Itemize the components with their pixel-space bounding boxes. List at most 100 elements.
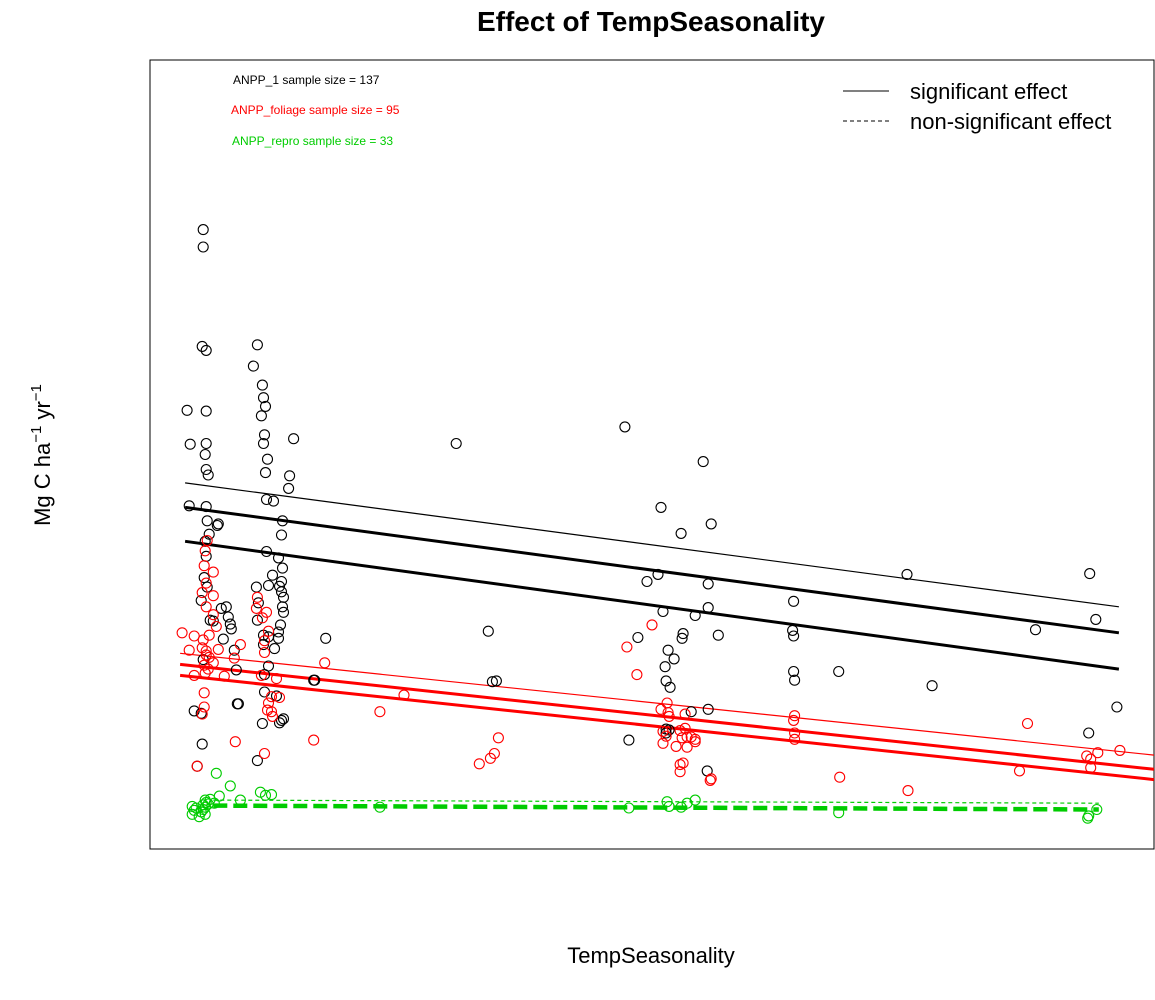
point-anpp-repro-10 — [199, 808, 211, 820]
point-anpp-foliage-75 — [789, 727, 801, 739]
point-anpp-repro-32 — [1082, 812, 1094, 824]
point-anpp-1-88 — [619, 421, 631, 433]
y-axis-label: Mg C ha−1 yr−1 — [28, 384, 55, 526]
point-anpp-repro-21 — [265, 789, 278, 801]
point-anpp-repro-22 — [374, 801, 386, 813]
point-anpp-1-39 — [256, 379, 268, 391]
point-anpp-foliage-48 — [258, 747, 271, 760]
point-anpp-1-92 — [705, 518, 717, 530]
point-anpp-1-94 — [702, 578, 714, 590]
point-anpp-foliage-6 — [207, 566, 219, 578]
point-anpp-foliage-84 — [676, 732, 688, 744]
point-anpp-1-16 — [212, 518, 224, 530]
point-anpp-foliage-3 — [201, 534, 213, 547]
point-anpp-foliage-17 — [200, 649, 212, 661]
point-anpp-foliage-49 — [308, 734, 320, 746]
point-anpp-foliage-89 — [657, 737, 669, 749]
point-anpp-1-98 — [689, 609, 701, 622]
point-anpp-1-80 — [275, 714, 288, 726]
point-anpp-1-55 — [272, 552, 285, 564]
point-anpp-1-100 — [657, 605, 669, 618]
point-anpp-1-29 — [228, 644, 240, 656]
point-anpp-1-52 — [276, 515, 289, 527]
point-anpp-foliage-43 — [273, 691, 286, 704]
y-axis-label-exp2: −1 — [28, 384, 45, 401]
point-anpp-1-40 — [257, 392, 270, 404]
point-anpp-1-7 — [200, 437, 212, 450]
point-anpp-foliage-23 — [188, 669, 200, 681]
point-anpp-1-106 — [660, 675, 672, 687]
point-anpp-1-127 — [1111, 701, 1123, 713]
data-points — [176, 224, 1126, 824]
point-anpp-1-129 — [486, 676, 498, 688]
point-anpp-1-131 — [309, 674, 321, 686]
point-anpp-foliage-56 — [492, 732, 504, 744]
point-anpp-1-13 — [201, 515, 213, 527]
fit-line-anpp-1-0 — [185, 482, 1119, 608]
point-anpp-foliage-14 — [197, 634, 209, 646]
point-anpp-foliage-87 — [677, 757, 689, 769]
point-anpp-1-37 — [251, 339, 263, 351]
y-axis-label-base: Mg C ha — [30, 442, 55, 526]
point-anpp-foliage-66 — [660, 730, 672, 742]
point-anpp-1-104 — [677, 628, 689, 640]
point-anpp-1-12 — [200, 501, 212, 513]
point-anpp-1-83 — [320, 632, 332, 644]
point-anpp-foliage-31 — [191, 760, 203, 772]
point-anpp-1-128 — [482, 625, 494, 637]
point-anpp-foliage-60 — [655, 703, 667, 715]
point-anpp-1-0 — [197, 224, 209, 236]
plot-frame — [149, 59, 1155, 850]
point-anpp-1-10 — [202, 469, 214, 481]
point-anpp-1-56 — [276, 562, 289, 574]
point-anpp-1-5 — [200, 405, 212, 417]
point-anpp-1-121 — [901, 568, 913, 580]
point-anpp-1-24 — [220, 601, 232, 613]
x-axis-label: TempSeasonality — [567, 943, 735, 968]
point-anpp-1-65 — [276, 601, 289, 613]
point-anpp-1-118 — [788, 665, 800, 678]
point-anpp-foliage-72 — [704, 774, 716, 786]
point-anpp-foliage-28 — [198, 687, 210, 699]
point-anpp-1-93 — [652, 568, 664, 580]
point-anpp-foliage-92 — [663, 710, 675, 722]
point-anpp-1-2 — [196, 340, 208, 352]
point-anpp-1-46 — [261, 453, 274, 465]
point-anpp-foliage-83 — [1114, 744, 1126, 756]
fit-line-anpp-foliage-0 — [180, 652, 1155, 756]
point-anpp-foliage-0 — [176, 627, 188, 639]
point-anpp-1-115 — [788, 595, 800, 607]
annotation-anpp-1: ANPP_1 sample size = 137 — [233, 73, 380, 87]
point-anpp-foliage-59 — [646, 619, 658, 631]
fit-line-anpp-foliage-2 — [179, 673, 1155, 782]
point-anpp-foliage-34 — [250, 602, 262, 614]
point-anpp-foliage-20 — [198, 659, 210, 671]
point-anpp-1-41 — [259, 400, 272, 412]
point-anpp-foliage-94 — [1085, 762, 1097, 774]
point-anpp-1-117 — [788, 630, 800, 642]
point-anpp-1-47 — [259, 467, 272, 479]
point-anpp-repro-26 — [675, 801, 687, 813]
point-anpp-foliage-27 — [212, 643, 224, 655]
point-anpp-foliage-16 — [200, 645, 212, 657]
fit-line-anpp-repro-1 — [213, 803, 1099, 812]
point-anpp-1-130 — [490, 675, 502, 687]
point-anpp-foliage-22 — [199, 667, 211, 679]
point-anpp-foliage-86 — [674, 725, 686, 737]
point-anpp-foliage-76 — [789, 733, 801, 745]
point-anpp-1-103 — [668, 653, 680, 665]
point-anpp-1-77 — [258, 686, 271, 698]
point-anpp-1-62 — [275, 586, 288, 598]
point-anpp-foliage-50 — [319, 657, 331, 669]
point-anpp-1-57 — [266, 569, 279, 581]
point-anpp-1-68 — [274, 619, 287, 631]
point-anpp-foliage-30 — [196, 708, 208, 720]
y-axis-label-mid: yr — [30, 401, 55, 425]
point-anpp-foliage-40 — [255, 669, 267, 681]
point-anpp-1-64 — [252, 597, 264, 609]
point-anpp-1-34 — [195, 707, 207, 719]
point-anpp-1-28 — [217, 633, 229, 645]
point-anpp-1-33 — [188, 705, 200, 717]
point-anpp-1-122 — [926, 680, 938, 692]
fit-lines — [179, 482, 1155, 812]
